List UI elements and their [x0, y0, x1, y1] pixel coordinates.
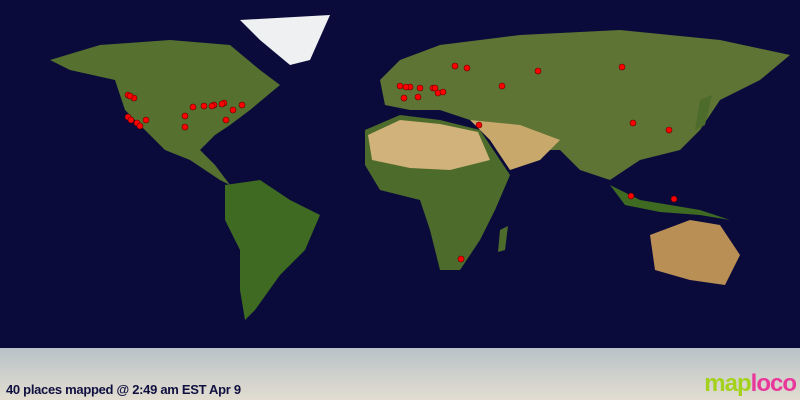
place-marker[interactable]: [200, 102, 208, 110]
place-marker[interactable]: [431, 84, 439, 92]
place-marker[interactable]: [142, 116, 150, 124]
logo-map: map: [704, 370, 751, 397]
place-marker[interactable]: [475, 121, 483, 129]
place-marker[interactable]: [627, 192, 635, 200]
place-marker[interactable]: [665, 126, 673, 134]
place-marker[interactable]: [229, 106, 237, 114]
place-marker[interactable]: [498, 82, 506, 90]
place-marker[interactable]: [451, 62, 459, 70]
place-marker[interactable]: [629, 119, 637, 127]
place-marker[interactable]: [222, 116, 230, 124]
continents: [0, 15, 800, 400]
place-marker[interactable]: [238, 101, 246, 109]
place-marker[interactable]: [618, 63, 626, 71]
japan: [695, 95, 712, 130]
middle-east-desert: [470, 120, 560, 170]
antarctica: [0, 348, 800, 400]
indonesia: [610, 185, 730, 220]
place-marker[interactable]: [181, 123, 189, 131]
eurasia: [380, 30, 790, 180]
place-marker[interactable]: [416, 84, 424, 92]
place-marker[interactable]: [402, 83, 410, 91]
place-markers: [124, 62, 678, 263]
place-marker[interactable]: [189, 103, 197, 111]
madagascar: [498, 226, 508, 252]
north-america: [50, 40, 280, 185]
sahara: [368, 120, 490, 170]
places-mapped-caption: 40 places mapped @ 2:49 am EST Apr 9: [6, 382, 241, 397]
place-marker[interactable]: [414, 93, 422, 101]
place-marker[interactable]: [439, 88, 447, 96]
south-america: [225, 180, 320, 320]
place-marker[interactable]: [400, 94, 408, 102]
place-marker[interactable]: [136, 122, 144, 130]
logo-loco: loco: [750, 370, 797, 397]
place-marker[interactable]: [534, 67, 542, 75]
place-marker[interactable]: [463, 64, 471, 72]
place-marker[interactable]: [126, 92, 134, 100]
place-marker[interactable]: [396, 82, 404, 90]
australia: [650, 220, 740, 285]
place-marker[interactable]: [670, 195, 678, 203]
place-marker[interactable]: [181, 112, 189, 120]
place-marker[interactable]: [457, 255, 465, 263]
greenland: [240, 15, 330, 65]
place-marker[interactable]: [208, 102, 216, 110]
maploco-logo[interactable]: maploco: [704, 370, 797, 398]
place-marker[interactable]: [218, 100, 226, 108]
place-marker[interactable]: [127, 116, 135, 124]
